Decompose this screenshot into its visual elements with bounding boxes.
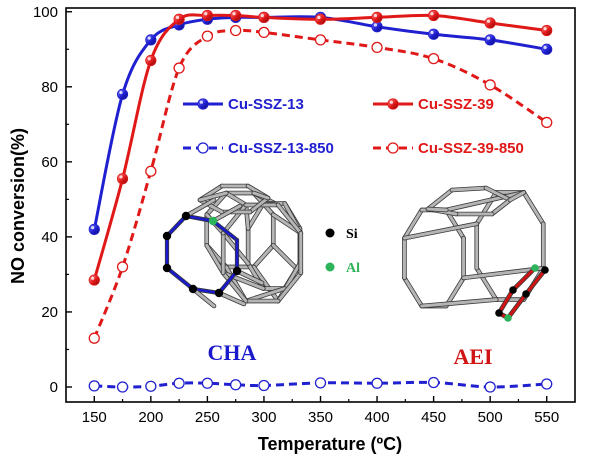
data-point — [173, 377, 185, 389]
x-tick-label: 250 — [195, 409, 220, 426]
y-tick-label: 60 — [41, 154, 58, 171]
data-point — [427, 53, 440, 65]
legend-label: Cu-SSZ-39-850 — [418, 140, 524, 157]
x-tick-label: 450 — [421, 409, 446, 426]
data-point — [145, 165, 157, 177]
y-tick-label: 100 — [33, 4, 58, 21]
legend-marker — [197, 98, 209, 110]
data-point — [314, 34, 327, 46]
x-axis: 150 200 250 300 350 400 450 500 550 — [82, 396, 559, 426]
data-point — [88, 223, 100, 235]
x-tick-label: 300 — [251, 409, 276, 426]
legend-label: Cu-SSZ-13-850 — [228, 140, 334, 157]
data-point — [116, 261, 129, 273]
data-point — [541, 116, 553, 129]
data-point — [88, 380, 100, 392]
x-tick-label: 200 — [138, 409, 163, 426]
x-tick-label: 400 — [365, 409, 390, 426]
zeolite-structures — [162, 183, 549, 322]
data-point — [258, 379, 270, 392]
data-point — [230, 24, 242, 37]
data-point — [258, 11, 270, 23]
series-cu-ssz-13-850 — [88, 376, 553, 393]
x-axis-title: Temperature (ºC) — [258, 434, 402, 454]
data-point — [173, 13, 185, 25]
legend-item: Cu-SSZ-39-850 — [373, 140, 524, 157]
series-line — [92, 28, 548, 339]
data-point — [371, 11, 383, 23]
series-cu-ssz-39 — [88, 9, 553, 286]
data-point — [427, 376, 440, 389]
legend-label: Cu-SSZ-39 — [418, 96, 494, 113]
data-point — [116, 173, 129, 185]
data-point — [428, 28, 440, 40]
y-axis-title: NO conversion(%) — [8, 128, 28, 284]
series-layer — [88, 9, 553, 393]
data-point — [201, 30, 214, 42]
al-dot — [325, 262, 335, 272]
al-label: Al — [346, 261, 360, 276]
legend: Cu-SSZ-13 Cu-SSZ-39 Cu-SSZ-13-850 Cu-SSZ-39… — [183, 96, 524, 157]
data-point — [201, 377, 214, 389]
data-point — [201, 9, 213, 22]
data-point — [116, 381, 129, 393]
x-tick-label: 550 — [534, 409, 559, 426]
data-point — [428, 9, 440, 22]
cha-cage — [162, 183, 304, 309]
data-point — [88, 332, 100, 344]
data-point — [314, 377, 327, 389]
y-tick-label: 0 — [50, 379, 58, 396]
y-tick-label: 80 — [41, 79, 58, 96]
legend-label: Cu-SSZ-13 — [228, 96, 304, 113]
data-point — [230, 379, 242, 391]
data-point — [541, 43, 553, 55]
data-point — [371, 377, 383, 389]
data-point — [145, 54, 157, 67]
data-point — [314, 13, 327, 25]
cha-label: CHA — [208, 340, 257, 365]
data-point — [173, 62, 185, 74]
y-tick-label: 20 — [41, 304, 58, 321]
data-point — [230, 9, 242, 22]
data-point — [258, 26, 270, 39]
data-point — [145, 380, 157, 392]
x-tick-label: 350 — [308, 409, 333, 426]
legend-item: Cu-SSZ-13 — [183, 96, 304, 113]
data-point — [371, 41, 383, 54]
data-point — [484, 34, 496, 46]
aei-cage — [402, 185, 549, 322]
aei-label: AEI — [453, 344, 492, 369]
si-label: Si — [346, 227, 358, 242]
data-point — [88, 274, 100, 286]
data-point — [371, 21, 383, 33]
si-dot — [325, 228, 335, 238]
legend-marker — [387, 98, 399, 110]
x-tick-label: 500 — [478, 409, 503, 426]
data-point — [484, 17, 496, 29]
legend-item: Cu-SSZ-13-850 — [183, 140, 334, 157]
data-point — [541, 24, 553, 37]
data-point — [116, 88, 129, 100]
y-tick-label: 40 — [41, 229, 58, 246]
data-point — [541, 378, 553, 390]
y-axis: 0 20 40 60 80 100 — [33, 4, 72, 396]
legend-marker — [197, 142, 209, 154]
data-point — [484, 79, 496, 91]
data-point — [484, 381, 496, 393]
series-cu-ssz-39-850 — [88, 24, 553, 344]
legend-item: Cu-SSZ-39 — [373, 96, 494, 113]
x-tick-label: 150 — [82, 409, 107, 426]
plot-frame — [65, 7, 576, 403]
data-point — [145, 34, 157, 46]
legend-marker — [387, 142, 399, 154]
